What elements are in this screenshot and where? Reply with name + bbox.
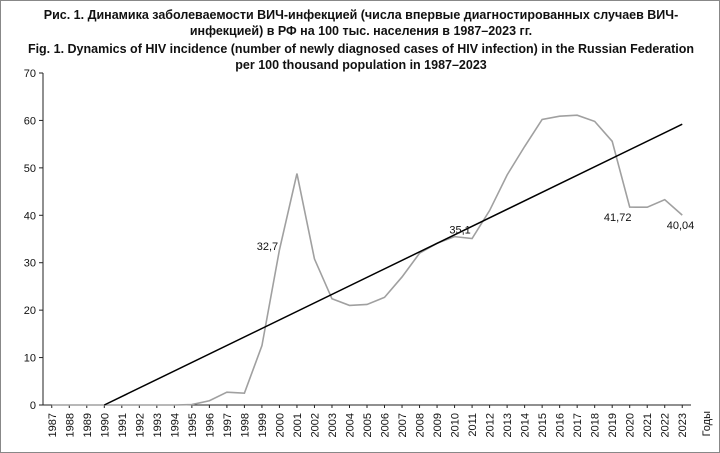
x-tick-label: 2007 <box>397 413 409 437</box>
x-tick-label: 2002 <box>309 413 321 437</box>
x-tick-label: 2001 <box>292 413 304 437</box>
chart-title: Рис. 1. Динамика заболеваемости ВИЧ-инфе… <box>43 8 679 38</box>
x-tick-label: 2015 <box>537 413 549 437</box>
x-tick-label: 1999 <box>257 413 269 437</box>
x-tick-label: 1993 <box>152 413 164 437</box>
x-tick-label: 1987 <box>47 413 59 437</box>
y-tick-label: 70 <box>24 68 36 80</box>
x-tick-label: 1990 <box>99 413 111 437</box>
x-tick-label: 2023 <box>677 413 689 437</box>
x-tick-label: 2022 <box>660 413 672 437</box>
x-tick-label: 2013 <box>502 413 514 437</box>
x-tick-label: 1996 <box>204 413 216 437</box>
x-tick-label: 2021 <box>642 413 654 437</box>
x-tick-label: 2017 <box>572 413 584 437</box>
x-tick-label: 1988 <box>64 413 76 437</box>
x-tick-label: 2011 <box>467 413 479 437</box>
x-tick-label: 2016 <box>555 413 567 437</box>
y-tick-label: 40 <box>24 210 36 222</box>
x-tick-label: 2009 <box>432 413 444 437</box>
x-tick-label: 2005 <box>362 413 374 437</box>
x-tick-label: 2012 <box>485 413 497 437</box>
data-label: 40,04 <box>667 220 695 232</box>
x-tick-label: 2020 <box>625 413 637 437</box>
x-tick-label: 1989 <box>82 413 94 437</box>
x-tick-label: 2000 <box>274 413 286 437</box>
x-tick-label: 2019 <box>607 413 619 437</box>
y-tick-label: 30 <box>24 258 36 270</box>
x-tick-label: 2004 <box>344 413 356 437</box>
data-label: 32,7 <box>257 241 278 253</box>
data-line <box>51 114 683 406</box>
y-tick-label: 0 <box>30 400 36 412</box>
y-tick-label: 10 <box>24 353 36 365</box>
x-tick-label: 2008 <box>415 413 427 437</box>
x-tick-label: 1992 <box>134 413 146 437</box>
y-tick-label: 50 <box>24 163 36 175</box>
x-tick-label: 2006 <box>380 413 392 437</box>
data-label: 41,72 <box>604 212 632 224</box>
y-tick-label: 20 <box>24 305 36 317</box>
x-tick-label: 1991 <box>117 413 129 437</box>
trend-line <box>103 123 683 406</box>
chart-subtitle: Fig. 1. Dynamics of HIV incidence (numbe… <box>27 42 695 72</box>
x-tick-label: 1995 <box>187 413 199 437</box>
x-tick-label: 1997 <box>222 413 234 437</box>
x-axis-label: Годы <box>701 411 713 437</box>
x-tick-label: 2010 <box>450 413 462 437</box>
x-tick-label: 2014 <box>520 413 532 437</box>
x-tick-label: 1998 <box>239 413 251 437</box>
data-label: 35,1 <box>449 225 470 237</box>
x-tick-label: 2003 <box>327 413 339 437</box>
y-tick-label: 60 <box>24 115 36 127</box>
x-tick-label: 2018 <box>590 413 602 437</box>
x-tick-label: 1994 <box>169 413 181 437</box>
